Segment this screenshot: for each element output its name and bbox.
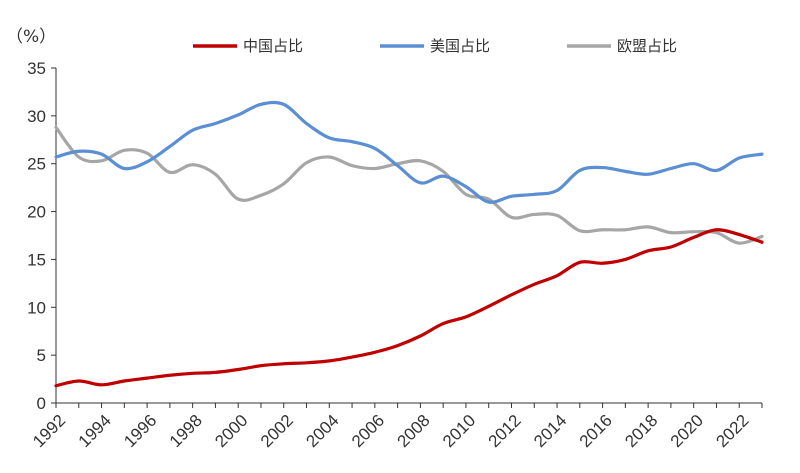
legend: 中国占比 美国占比 欧盟占比 [193, 37, 677, 55]
y-tick-label: 10 [27, 298, 46, 317]
x-tick-label: 2022 [712, 411, 752, 451]
x-tick-label: 1994 [75, 411, 115, 451]
x-tick-label: 2006 [348, 411, 388, 451]
series-line-1 [54, 100, 764, 204]
x-tick-label: 1998 [166, 411, 206, 451]
x-tick-label: 2000 [211, 411, 251, 451]
series-line-0 [54, 228, 764, 388]
x-tick-label: 2018 [621, 411, 661, 451]
series-group [54, 100, 764, 388]
y-unit-label: （%） [6, 27, 56, 47]
y-tick-label: 0 [37, 394, 46, 413]
series-line-2 [54, 125, 764, 245]
y-tick-label: 35 [27, 59, 46, 78]
x-tick-label: 2012 [485, 411, 525, 451]
x-tick-label: 1996 [120, 411, 160, 451]
y-tick-label: 20 [27, 203, 46, 222]
x-tick-label: 2014 [530, 411, 570, 451]
x-tick-label: 2008 [394, 411, 434, 451]
legend-label-2: 欧盟占比 [617, 37, 677, 55]
y-tick-label: 25 [27, 155, 46, 174]
x-tick-label: 2002 [257, 411, 297, 451]
y-tick-label: 30 [27, 107, 46, 126]
x-tick-label: 2004 [302, 411, 342, 451]
x-tick-label: 2020 [667, 411, 707, 451]
x-tick-label: 2016 [576, 411, 616, 451]
x-tick-label: 1992 [29, 411, 69, 451]
legend-label-0: 中国占比 [243, 37, 303, 55]
legend-label-1: 美国占比 [430, 37, 490, 55]
y-axis: 0 5 10 15 20 25 30 35 [27, 59, 57, 413]
y-tick-label: 15 [27, 250, 46, 269]
y-tick-label: 5 [37, 346, 46, 365]
x-tick-label: 2010 [439, 411, 479, 451]
x-axis: 1992 1994 1996 1998 2000 2002 2004 2006 2008 2010… [29, 402, 763, 451]
